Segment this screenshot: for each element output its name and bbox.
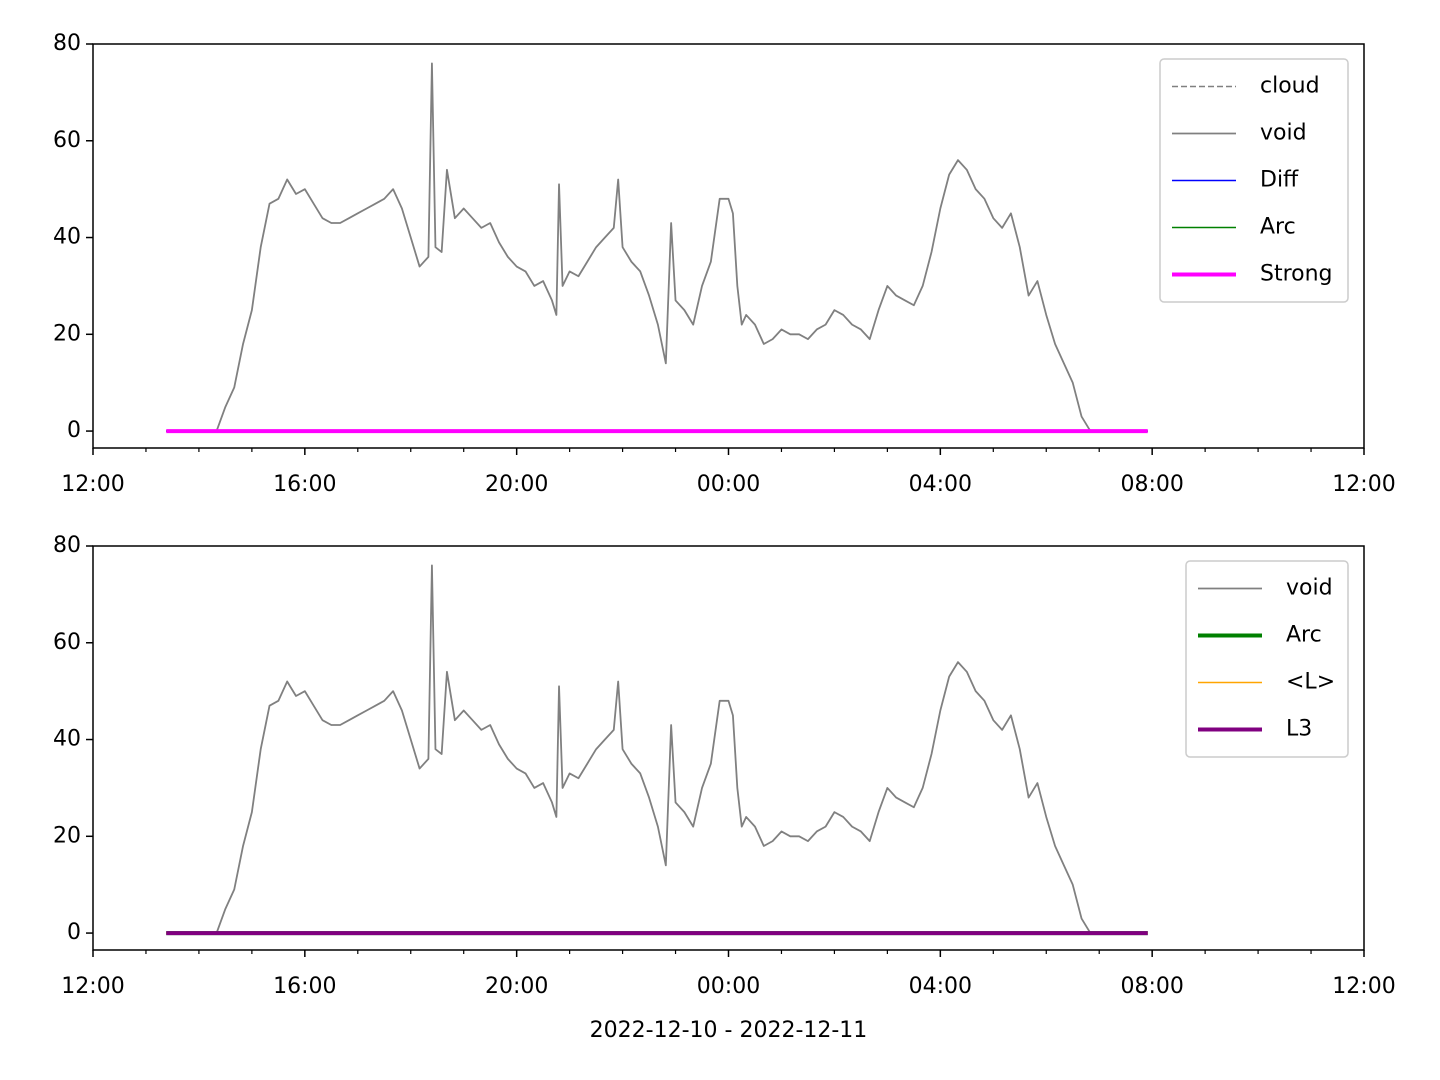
x-tick-label: 00:00	[697, 974, 760, 999]
legend-label: <L>	[1286, 670, 1335, 695]
x-tick-label: 12:00	[61, 974, 124, 999]
x-tick-label: 12:00	[61, 472, 124, 497]
legend-box	[1185, 560, 1349, 758]
y-tick-label: 80	[53, 31, 81, 56]
series-line	[166, 564, 1092, 934]
legend-box	[1159, 58, 1349, 303]
x-tick-label: 08:00	[1120, 974, 1183, 999]
x-tick-label: 12:00	[1332, 472, 1395, 497]
x-tick-label: 16:00	[273, 472, 336, 497]
y-tick-label: 20	[53, 321, 81, 346]
y-tick-label: 60	[53, 128, 81, 153]
legend: cloud void Diff Arc Strong	[1159, 58, 1349, 303]
x-tick-label: 08:00	[1120, 472, 1183, 497]
x-axis-label: 2022-12-10 - 2022-12-11	[590, 1018, 868, 1043]
x-tick-label: 20:00	[485, 472, 548, 497]
y-tick-label: 80	[53, 533, 81, 558]
x-tick-label: 04:00	[909, 472, 972, 497]
y-tick-label: 0	[67, 920, 81, 945]
y-tick-label: 40	[53, 225, 81, 250]
y-tick-label: 20	[53, 823, 81, 848]
legend-label: void	[1286, 576, 1333, 601]
y-tick-label: 60	[53, 630, 81, 655]
legend-label: Arc	[1286, 623, 1322, 648]
legend-label: Arc	[1260, 215, 1296, 240]
legend-label: cloud	[1260, 74, 1320, 99]
plot-frame	[92, 43, 1365, 449]
legend-label: void	[1260, 121, 1307, 146]
x-tick-label: 04:00	[909, 974, 972, 999]
y-tick-label: 0	[67, 418, 81, 443]
legend-label: L3	[1286, 717, 1312, 742]
legend-label: Strong	[1260, 262, 1333, 287]
x-tick-label: 12:00	[1332, 974, 1395, 999]
legend: void Arc <L> L3	[1185, 560, 1349, 758]
plot-frame	[92, 545, 1365, 951]
series-line	[166, 62, 1092, 432]
y-tick-label: 40	[53, 727, 81, 752]
x-tick-label: 20:00	[485, 974, 548, 999]
x-tick-label: 00:00	[697, 472, 760, 497]
legend-label: Diff	[1260, 168, 1299, 193]
x-tick-label: 16:00	[273, 974, 336, 999]
